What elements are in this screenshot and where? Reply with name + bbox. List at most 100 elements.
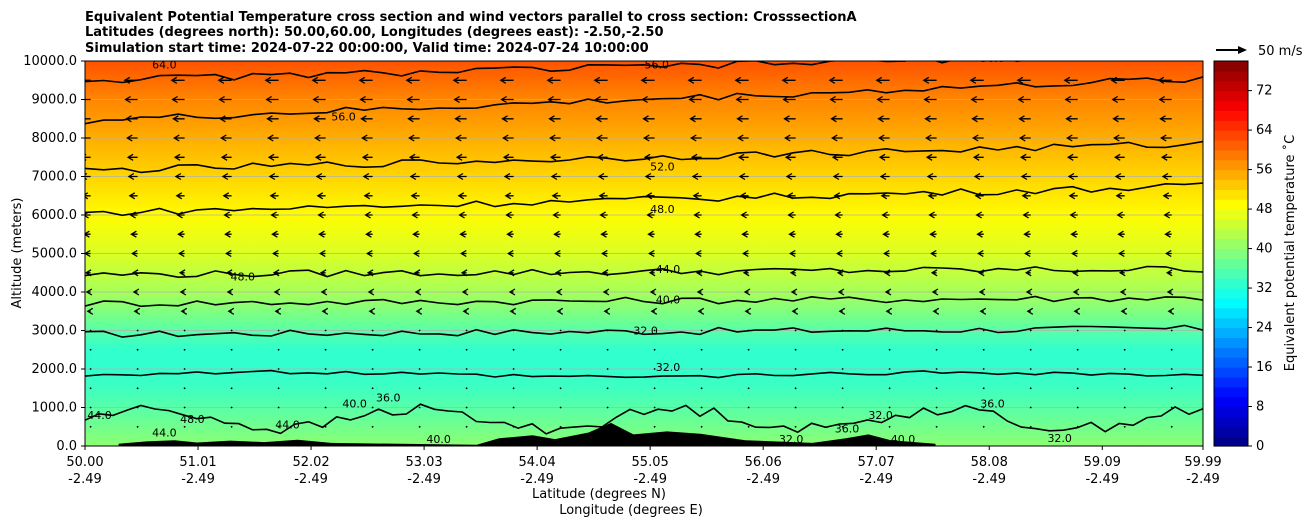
wind-vector-416 xyxy=(453,95,467,104)
x-tick-lat-label-8: 58.08 xyxy=(971,455,1008,470)
x-tick-lon-label-0: -2.49 xyxy=(68,472,102,487)
wind-vector-269 xyxy=(317,211,326,219)
wind-vector-165 xyxy=(1073,307,1081,315)
wind-vector-334 xyxy=(1114,172,1125,181)
wind-vector-99 xyxy=(230,348,233,351)
wind-vector-163 xyxy=(979,307,987,315)
wind-vector-347 xyxy=(596,153,608,161)
wind-vector-265 xyxy=(129,211,138,219)
wind-vector-309 xyxy=(1068,192,1078,200)
wind-vector-382 xyxy=(1113,134,1125,142)
wind-vector-436 xyxy=(264,76,279,84)
wind-vector-225 xyxy=(507,249,514,258)
wind-vector-256 xyxy=(835,230,843,238)
wind-key: 50 m/s xyxy=(1216,44,1303,59)
x-tick-lat-label-5: 55.05 xyxy=(632,455,669,470)
wind-vector-148 xyxy=(274,307,282,315)
wind-vector-42 xyxy=(935,406,938,409)
wind-vector-133 xyxy=(700,329,703,332)
wind-vector-66 xyxy=(935,387,938,390)
wind-vector-147 xyxy=(227,307,235,315)
wind-vector-282 xyxy=(928,211,937,219)
wind-vector-236 xyxy=(1024,249,1031,258)
plot-area: 32.032.040.044.048.052.056.056.064.048.0… xyxy=(85,61,1203,446)
wind-vector-208 xyxy=(836,269,844,277)
wind-vector-346 xyxy=(549,153,561,161)
terrain xyxy=(118,422,936,446)
wind-vector-202 xyxy=(554,269,562,277)
wind-vector-34 xyxy=(559,406,562,409)
wind-vector-237 xyxy=(1071,249,1078,258)
wind-vector-141 xyxy=(1076,329,1079,332)
wind-vector-50 xyxy=(183,387,186,390)
wind-vector-233 xyxy=(883,249,890,258)
wind-vector-388 xyxy=(266,115,279,123)
wind-vector-104 xyxy=(465,348,468,351)
wind-vector-396 xyxy=(642,115,655,123)
wind-vector-454 xyxy=(1110,76,1125,84)
wind-vector-326 xyxy=(738,172,749,181)
contour-label-0: 32.0 xyxy=(633,324,658,337)
wind-vector-155 xyxy=(603,307,611,315)
wind-vector-444 xyxy=(640,76,655,84)
wind-vector-6 xyxy=(371,425,374,428)
wind-vector-174 xyxy=(367,288,375,296)
wind-vector-250 xyxy=(553,230,561,238)
wind-vector-435 xyxy=(217,76,232,84)
wind-vector-43 xyxy=(982,406,985,409)
wind-vector-28 xyxy=(277,406,280,409)
wind-vector-244 xyxy=(271,230,279,238)
wind-vector-181 xyxy=(696,288,704,296)
wind-vector-252 xyxy=(647,230,655,238)
wind-vector-287 xyxy=(1163,211,1172,219)
contour-label-21: 40.0 xyxy=(891,433,916,446)
wind-vector-124 xyxy=(277,329,280,332)
wind-vector-7 xyxy=(418,425,421,428)
wind-vector-110 xyxy=(747,348,750,351)
wind-vector-345 xyxy=(502,153,514,161)
wind-vector-351 xyxy=(784,153,796,161)
colorbar-band-2 xyxy=(1214,416,1248,427)
wind-vector-35 xyxy=(606,406,609,409)
wind-vector-409 xyxy=(124,95,138,104)
wind-vector-175 xyxy=(414,288,422,296)
wind-vector-424 xyxy=(829,95,843,104)
wind-vector-85 xyxy=(700,368,703,370)
title-line-1: Equivalent Potential Temperature cross s… xyxy=(85,10,857,25)
wind-vector-410 xyxy=(171,95,185,104)
wind-vector-1 xyxy=(136,425,139,428)
wind-vector-242 xyxy=(177,230,185,238)
wind-vector-292 xyxy=(269,192,279,200)
wind-vector-241 xyxy=(130,230,138,238)
colorbar-band-31 xyxy=(1214,130,1248,141)
wind-vector-229 xyxy=(695,249,702,258)
wind-vector-260 xyxy=(1023,230,1031,238)
wind-vector-290 xyxy=(175,192,185,200)
wind-vector-404 xyxy=(1018,115,1031,123)
colorbar-band-15 xyxy=(1214,288,1248,299)
x-tick-lon-label-10: -2.49 xyxy=(1186,472,1220,487)
wind-vector-134 xyxy=(747,329,750,332)
wind-vector-179 xyxy=(602,288,610,296)
colorbar-band-8 xyxy=(1214,357,1248,368)
wind-vector-54 xyxy=(371,387,374,390)
wind-vector-25 xyxy=(136,406,139,409)
colorbar-band-17 xyxy=(1214,268,1248,279)
wind-vector-176 xyxy=(461,288,469,296)
wind-vector-445 xyxy=(687,76,702,84)
wind-vector-311 xyxy=(1162,192,1172,200)
colorbar-tick-label-8: 64 xyxy=(1256,123,1273,138)
wind-vector-4 xyxy=(277,425,280,428)
colorbar-tick-label-1: 8 xyxy=(1256,400,1264,415)
colorbar-band-23 xyxy=(1214,209,1248,220)
wind-vector-348 xyxy=(643,153,655,161)
wind-vector-332 xyxy=(1020,172,1031,181)
wind-vector-239 xyxy=(1165,249,1172,258)
colorbar-band-16 xyxy=(1214,278,1248,289)
wind-vector-276 xyxy=(646,211,655,219)
wind-vector-322 xyxy=(550,172,561,181)
wind-vector-72 xyxy=(89,368,92,370)
wind-vector-262 xyxy=(1117,230,1125,238)
wind-vector-22 xyxy=(1123,425,1126,428)
wind-vector-286 xyxy=(1116,211,1125,219)
